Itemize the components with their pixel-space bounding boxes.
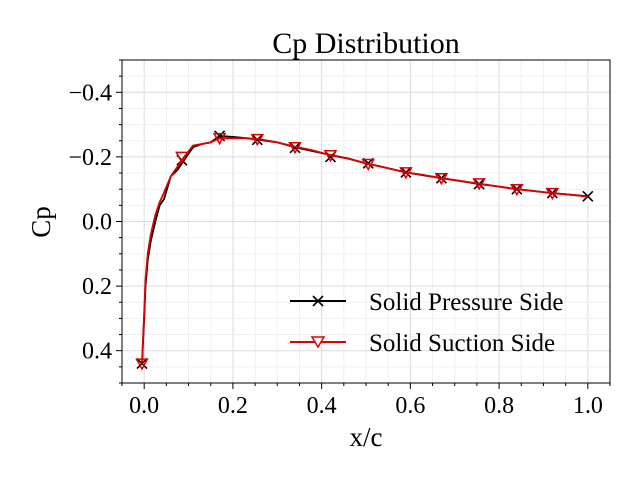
data-point-suction bbox=[323, 150, 338, 163]
data-point-suction bbox=[288, 141, 302, 155]
data-point-suction bbox=[175, 151, 189, 164]
data-point-suction bbox=[510, 183, 524, 197]
x-tick-label: 0.4 bbox=[307, 393, 337, 419]
data-point-pressure bbox=[136, 358, 148, 370]
y-tick-label: −0.4 bbox=[68, 80, 112, 106]
data-point-suction bbox=[545, 187, 560, 201]
legend-label-suction: Solid Suction Side bbox=[369, 330, 555, 357]
data-point-suction bbox=[212, 132, 227, 146]
legend-marker-pressure bbox=[312, 295, 324, 307]
ticks: 0.0 0.2 0.4 0.6 0.8 1.0 −0.4 −0.2 0.0 0.2 0.4 bbox=[68, 59, 611, 419]
y-tick-label: 0.4 bbox=[82, 339, 112, 365]
x-tick-label: 0.8 bbox=[484, 393, 514, 419]
y-tick-label: 0.2 bbox=[82, 274, 112, 300]
data-point-suction bbox=[135, 358, 149, 371]
data-point-pressure bbox=[289, 142, 301, 154]
data-point-suction bbox=[250, 133, 265, 147]
legend: Solid Pressure Side Solid Suction Side bbox=[290, 289, 563, 357]
x-tick-label: 0.6 bbox=[395, 393, 425, 419]
y-axis-label: Cp bbox=[26, 206, 56, 238]
y-tick-label: −0.2 bbox=[68, 145, 112, 171]
legend-label-pressure: Solid Pressure Side bbox=[369, 289, 563, 316]
legend-marker-suction bbox=[310, 336, 326, 349]
data-point-suction bbox=[472, 178, 486, 191]
y-tick-label: 0.0 bbox=[82, 210, 112, 236]
series-line-1 bbox=[141, 137, 588, 364]
chart-title: Cp Distribution bbox=[272, 27, 460, 60]
x-tick-label: 1.0 bbox=[573, 393, 603, 419]
data-point-suction bbox=[399, 167, 413, 180]
x-axis-label: x/c bbox=[350, 422, 383, 452]
data-point-suction bbox=[361, 158, 375, 172]
data-point-suction bbox=[434, 172, 449, 186]
x-tick-label: 0.0 bbox=[129, 393, 159, 419]
x-tick-label: 0.2 bbox=[218, 393, 248, 419]
series-layer bbox=[135, 130, 594, 371]
